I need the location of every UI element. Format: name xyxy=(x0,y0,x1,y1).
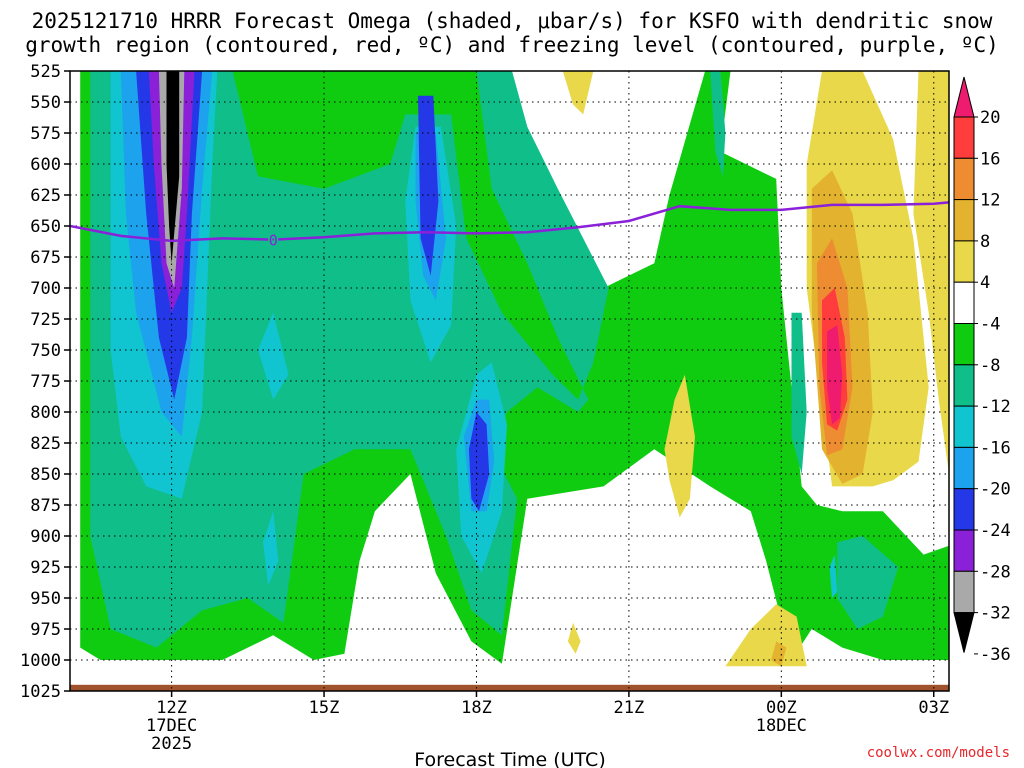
omega-region-yellow-bottom xyxy=(725,604,807,667)
ground-band xyxy=(70,684,949,691)
x-tick-label: 21Z xyxy=(614,698,645,718)
colorbar-segment xyxy=(953,281,975,325)
omega-region-yellow-far-right xyxy=(913,71,949,474)
omega-region-yellow-top xyxy=(562,71,594,115)
omega-region-yellow-22z xyxy=(664,374,695,518)
colorbar-label: 4 xyxy=(980,273,990,293)
credit-text: coolwx.com/models xyxy=(867,745,1010,761)
colorbar-label: -16 xyxy=(980,438,1011,458)
colorbar-label: -36 xyxy=(980,645,1011,665)
y-tick-label: 700 xyxy=(30,279,61,299)
y-tick-label: 550 xyxy=(30,93,61,113)
x-tick-label: 17DEC xyxy=(146,716,197,736)
y-tick-label: 800 xyxy=(30,403,61,423)
omega-region-teal-right xyxy=(837,536,899,629)
omega-region-yellow-small xyxy=(567,622,581,654)
y-tick-label: 900 xyxy=(30,527,61,547)
colorbar: 20 16 12 8 4 -4 -8 -12 -16 -20 -24 -28 -32 -36 xyxy=(953,76,1011,665)
x-tick-label: 00Z xyxy=(766,698,797,718)
y-tick-label: 1025 xyxy=(20,682,61,702)
colorbar-label: 20 xyxy=(980,108,1000,128)
gridlines xyxy=(70,71,949,691)
omega-region-magenta-right xyxy=(827,325,843,425)
colorbar-label: 12 xyxy=(980,191,1000,211)
colorbar-label: -32 xyxy=(980,604,1011,624)
y-tick-label: 650 xyxy=(30,217,61,237)
colorbar-top-arrow xyxy=(953,76,975,118)
colorbar-segment xyxy=(953,529,975,572)
y-tick-label: 525 xyxy=(30,62,61,82)
freezing-label-bg xyxy=(268,231,279,247)
x-tick-label: 15Z xyxy=(309,698,340,718)
y-tick-label: 725 xyxy=(30,310,61,330)
y-tick-label: 925 xyxy=(30,558,61,578)
y-tick-label: 775 xyxy=(30,372,61,392)
freezing-level-line xyxy=(70,201,949,243)
x-tick-label: 03Z xyxy=(918,698,949,718)
colorbar-segment xyxy=(953,364,975,407)
omega-region-teal-mid xyxy=(791,312,807,474)
omega-region-teal-top xyxy=(710,71,726,177)
omega-region-cyan-blob-1 xyxy=(258,312,289,400)
ground-surface xyxy=(70,684,949,691)
freezing-level-label: 0 xyxy=(269,232,278,250)
y-tick-label: 850 xyxy=(30,465,61,485)
y-tick-label: 600 xyxy=(30,155,61,175)
colorbar-bottom-arrow xyxy=(953,612,975,653)
y-tick-label: 950 xyxy=(30,589,61,609)
colorbar-segment xyxy=(953,405,975,448)
x-tick-label: 12Z xyxy=(156,698,187,718)
y-tick-label: 875 xyxy=(30,496,61,516)
colorbar-segment xyxy=(953,240,975,283)
omega-region-black-left xyxy=(166,71,180,264)
chart-title-line-1: 2025121710 HRRR Forecast Omega (shaded, … xyxy=(32,9,993,33)
x-tick-label: 18DEC xyxy=(756,716,807,736)
y-tick-label: 975 xyxy=(30,620,61,640)
freezing-level-contour: 0 xyxy=(70,201,949,250)
y-axis: 525 550 575 600 625 650 675 700 725 750 775 800 825 8… xyxy=(20,62,70,702)
colorbar-segment xyxy=(953,323,975,366)
omega-shading xyxy=(80,71,949,667)
colorbar-segment xyxy=(953,570,975,614)
colorbar-segment xyxy=(953,488,975,531)
y-tick-label: 750 xyxy=(30,341,61,361)
y-tick-label: 675 xyxy=(30,248,61,268)
x-tick-label: 18Z xyxy=(461,698,492,718)
omega-region-blue-18z xyxy=(468,412,490,512)
colorbar-segment xyxy=(953,116,975,159)
y-tick-label: 625 xyxy=(30,186,61,206)
y-tick-label: 575 xyxy=(30,124,61,144)
omega-region-blue-mid xyxy=(418,95,439,276)
y-tick-label: 1000 xyxy=(20,651,61,671)
colorbar-label: 16 xyxy=(980,149,1000,169)
colorbar-segment xyxy=(953,199,975,242)
x-axis-label: Forecast Time (UTC) xyxy=(414,749,605,768)
x-tick-label: 2025 xyxy=(151,734,192,754)
omega-region-cyan-blob-3 xyxy=(829,554,838,598)
colorbar-label: -20 xyxy=(980,480,1011,500)
colorbar-segment xyxy=(953,446,975,490)
chart-title-line-2: growth region (contoured, red, ºC) and f… xyxy=(25,33,999,57)
colorbar-label: -28 xyxy=(980,562,1011,582)
colorbar-segment xyxy=(953,157,975,201)
colorbar-label: -24 xyxy=(980,521,1011,541)
colorbar-label: -4 xyxy=(980,315,1000,335)
colorbar-label: 8 xyxy=(980,232,990,252)
y-tick-label: 825 xyxy=(30,434,61,454)
colorbar-label: -8 xyxy=(980,356,1000,376)
colorbar-label: -12 xyxy=(980,397,1011,417)
